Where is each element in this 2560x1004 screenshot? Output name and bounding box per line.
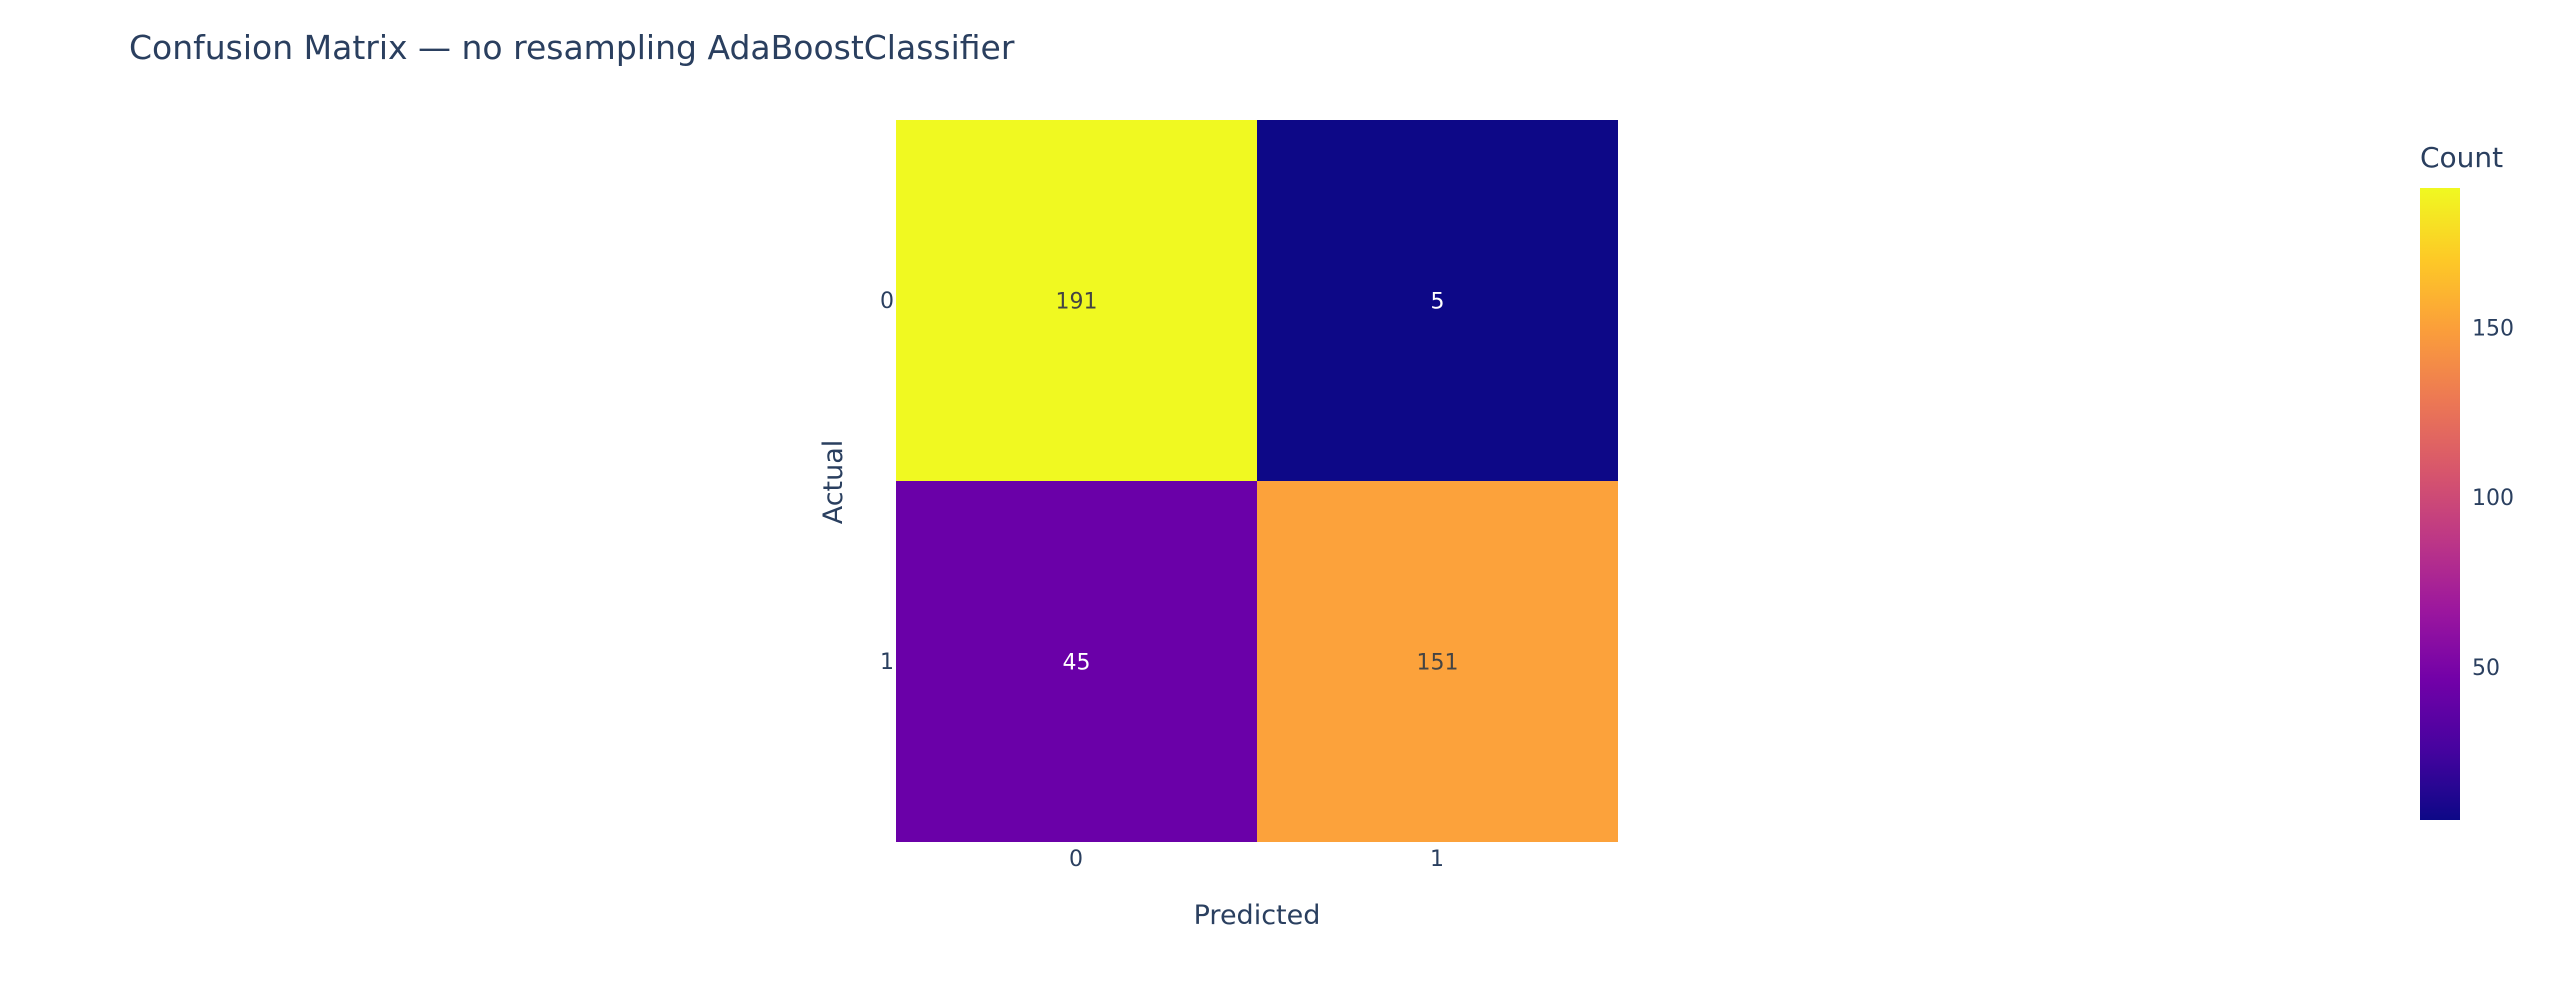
x-tick-label-1: 1 bbox=[1430, 847, 1444, 872]
heatmap-cell-value-r0-c1: 5 bbox=[1431, 290, 1445, 315]
colorbar bbox=[2420, 188, 2460, 820]
heatmap-cell-r0-c1 bbox=[1257, 120, 1618, 481]
heatmap-cell-labels: 191 5 45 151 bbox=[1056, 290, 1459, 676]
heatmap-cells bbox=[896, 120, 1618, 842]
heatmap-cell-value-r1-c1: 151 bbox=[1417, 651, 1459, 676]
x-axis-title: Predicted bbox=[1194, 900, 1321, 931]
heatmap-cell-r1-c0 bbox=[896, 481, 1257, 842]
y-tick-label-0: 0 bbox=[880, 289, 894, 314]
colorbar-tick-100: 100 bbox=[2472, 486, 2514, 511]
colorbar-title: Count bbox=[2420, 141, 2503, 174]
y-tick-label-1: 1 bbox=[880, 650, 894, 675]
heatmap-cell-r1-c1 bbox=[1257, 481, 1618, 842]
colorbar-ticks: 50 100 150 bbox=[2472, 316, 2514, 681]
heatmap-cell-value-r0-c0: 191 bbox=[1056, 290, 1098, 315]
heatmap-cell-value-r1-c0: 45 bbox=[1063, 651, 1091, 676]
colorbar-tick-150: 150 bbox=[2472, 316, 2514, 341]
colorbar-tick-50: 50 bbox=[2472, 656, 2500, 681]
y-axis-title: Actual bbox=[818, 440, 849, 525]
x-tick-label-0: 0 bbox=[1069, 847, 1083, 872]
chart-title: Confusion Matrix — no resampling AdaBoos… bbox=[129, 28, 1015, 67]
heatmap-cell-r0-c0 bbox=[896, 120, 1257, 481]
